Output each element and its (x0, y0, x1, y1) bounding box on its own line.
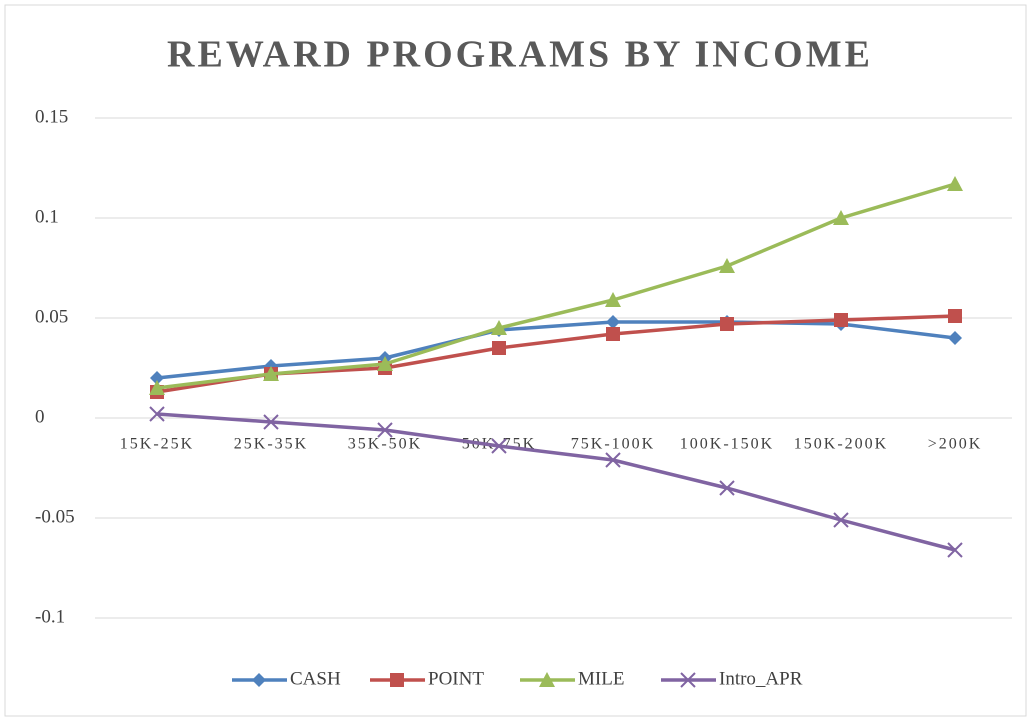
marker (377, 356, 393, 371)
marker (390, 673, 404, 687)
marker (720, 317, 734, 331)
marker (947, 542, 963, 558)
marker (605, 452, 621, 468)
series-line (156, 320, 956, 380)
marker (606, 327, 620, 341)
marker (252, 673, 266, 687)
legend-label: Intro_APR (719, 668, 803, 689)
marker (834, 313, 848, 327)
marker (948, 309, 962, 323)
legend-label: CASH (290, 668, 341, 689)
marker (492, 341, 506, 355)
chart-border (4, 4, 1027, 717)
marker (947, 176, 963, 191)
series-line (156, 182, 956, 390)
marker (149, 406, 165, 422)
y-tick-label: -0.05 (35, 506, 75, 527)
x-tick-label: 15K-25K (120, 436, 194, 453)
x-tick-label: 75K-100K (571, 436, 655, 453)
marker (149, 380, 165, 395)
marker (719, 480, 735, 496)
marker (833, 210, 849, 225)
y-tick-label: 0.1 (35, 206, 59, 227)
legend-label: POINT (428, 668, 484, 689)
chart-title: REWARD PROGRAMS BY INCOME (167, 34, 873, 76)
x-tick-label: 150K-200K (794, 436, 888, 453)
y-tick-label: 0.15 (35, 106, 68, 127)
y-tick-label: 0.05 (35, 306, 68, 327)
marker (680, 672, 696, 688)
x-tick-label: >200K (928, 436, 983, 453)
legend-label: MILE (578, 668, 624, 689)
x-tick-label: 25K-35K (234, 436, 308, 453)
x-tick-label: 35K-50K (348, 436, 422, 453)
marker (491, 438, 507, 454)
marker (606, 315, 620, 329)
marker (263, 366, 279, 381)
marker (263, 414, 279, 430)
y-tick-label: 0 (35, 406, 45, 427)
x-tick-label: 100K-150K (680, 436, 774, 453)
marker (605, 292, 621, 307)
marker (948, 331, 962, 345)
marker (377, 422, 393, 438)
y-tick-label: -0.1 (35, 606, 65, 627)
marker (491, 320, 507, 335)
series-line (156, 412, 956, 552)
marker (719, 258, 735, 273)
marker (833, 512, 849, 528)
marker (150, 371, 164, 385)
marker (539, 672, 555, 687)
